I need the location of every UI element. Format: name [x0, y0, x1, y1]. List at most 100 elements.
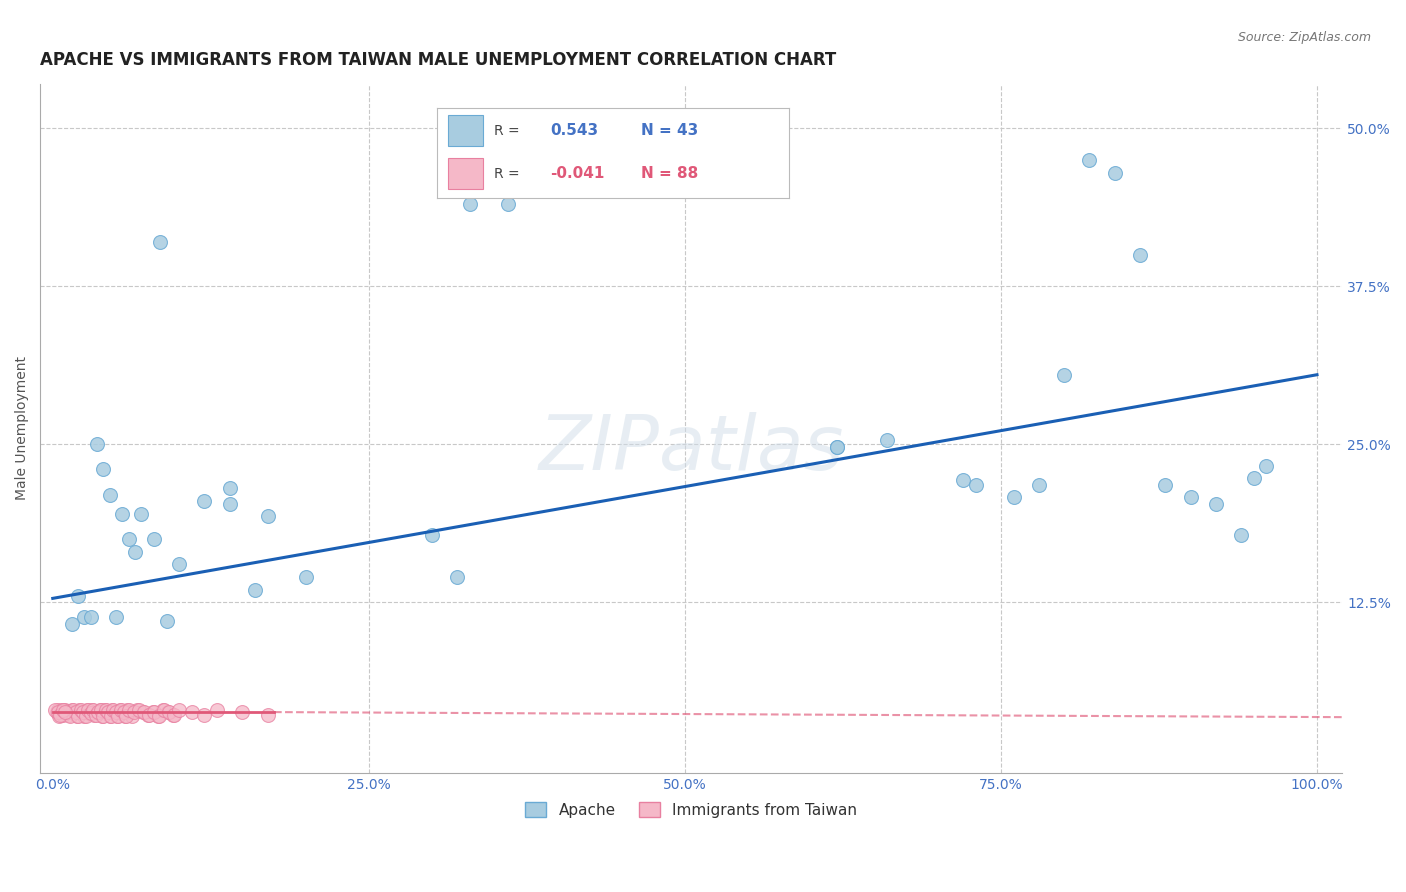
Point	[91, 709, 114, 723]
Point	[90, 702, 112, 716]
Point	[44, 702, 66, 716]
Point	[103, 702, 125, 716]
Point	[79, 706, 101, 721]
Point	[155, 614, 177, 628]
Point	[98, 709, 121, 723]
Point	[55, 702, 77, 716]
Point	[45, 705, 67, 719]
Point	[60, 616, 83, 631]
Point	[1129, 248, 1152, 262]
Point	[66, 709, 89, 723]
Point	[1104, 165, 1126, 179]
Point	[142, 532, 165, 546]
Point	[146, 709, 169, 723]
Point	[73, 610, 96, 624]
Point	[55, 704, 77, 718]
Text: APACHE VS IMMIGRANTS FROM TAIWAN MALE UNEMPLOYMENT CORRELATION CHART: APACHE VS IMMIGRANTS FROM TAIWAN MALE UN…	[41, 51, 837, 69]
Point	[63, 705, 86, 719]
Point	[256, 707, 278, 722]
Point	[52, 707, 75, 722]
Point	[76, 702, 98, 716]
Point	[70, 705, 93, 719]
Point	[111, 507, 134, 521]
Legend: Apache, Immigrants from Taiwan: Apache, Immigrants from Taiwan	[519, 796, 863, 823]
Point	[91, 709, 114, 723]
Point	[104, 705, 127, 719]
Point	[205, 702, 228, 716]
Point	[82, 702, 104, 716]
Point	[89, 702, 111, 716]
Point	[56, 705, 79, 719]
Point	[294, 570, 316, 584]
Point	[69, 702, 91, 716]
Point	[55, 705, 77, 719]
Point	[142, 705, 165, 719]
Point	[49, 707, 72, 722]
Point	[98, 488, 121, 502]
Point	[83, 707, 105, 722]
Point	[46, 702, 69, 716]
Point	[67, 589, 90, 603]
Point	[1243, 471, 1265, 485]
Y-axis label: Male Unemployment: Male Unemployment	[15, 357, 30, 500]
Point	[127, 702, 149, 716]
Point	[104, 610, 127, 624]
Point	[100, 709, 122, 723]
Point	[876, 434, 898, 448]
Point	[156, 705, 179, 719]
Point	[132, 705, 155, 719]
Point	[91, 462, 114, 476]
Point	[101, 702, 124, 716]
Point	[136, 707, 159, 722]
Point	[79, 610, 101, 624]
Point	[86, 437, 108, 451]
Point	[1230, 528, 1253, 542]
Point	[825, 440, 848, 454]
Point	[112, 705, 135, 719]
Point	[72, 705, 94, 719]
Point	[58, 707, 80, 722]
Point	[952, 473, 974, 487]
Point	[111, 705, 134, 719]
Point	[46, 705, 69, 719]
Point	[117, 702, 139, 716]
Point	[496, 197, 519, 211]
Point	[60, 702, 83, 716]
Point	[97, 705, 120, 719]
Point	[94, 702, 117, 716]
Point	[256, 509, 278, 524]
Point	[1256, 458, 1278, 473]
Point	[86, 705, 108, 719]
Point	[80, 702, 103, 716]
Point	[59, 709, 82, 723]
Point	[1154, 477, 1177, 491]
Point	[1078, 153, 1101, 167]
Point	[115, 709, 138, 723]
Point	[152, 702, 174, 716]
Point	[153, 702, 176, 716]
Point	[167, 558, 190, 572]
Point	[124, 544, 146, 558]
Point	[65, 705, 87, 719]
Point	[51, 702, 73, 716]
Point	[122, 705, 145, 719]
Point	[96, 705, 118, 719]
Point	[129, 507, 152, 521]
Point	[825, 440, 848, 454]
Point	[231, 705, 253, 719]
Point	[121, 709, 143, 723]
Point	[77, 702, 100, 716]
Point	[157, 705, 180, 719]
Point	[1053, 368, 1076, 382]
Point	[114, 709, 136, 723]
Point	[458, 197, 481, 211]
Point	[79, 706, 101, 721]
Point	[131, 705, 153, 719]
Point	[965, 477, 987, 491]
Point	[107, 709, 129, 723]
Point	[148, 709, 170, 723]
Point	[48, 709, 70, 723]
Point	[53, 706, 76, 721]
Point	[149, 235, 172, 249]
Point	[243, 582, 266, 597]
